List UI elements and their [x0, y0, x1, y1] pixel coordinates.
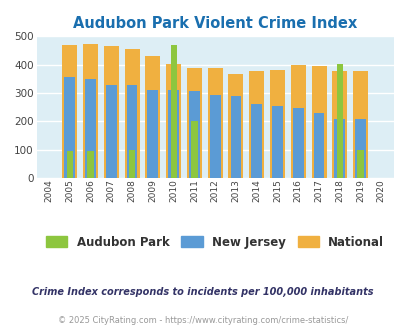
Bar — [290, 65, 305, 178]
Bar — [166, 64, 181, 178]
Bar — [170, 45, 176, 178]
Legend: Audubon Park, New Jersey, National: Audubon Park, New Jersey, National — [41, 231, 388, 253]
Bar — [292, 108, 303, 178]
Bar — [311, 66, 326, 178]
Bar — [191, 121, 197, 178]
Bar — [66, 151, 73, 178]
Bar — [228, 74, 243, 178]
Bar — [126, 85, 137, 178]
Bar — [336, 64, 342, 178]
Bar — [334, 118, 344, 178]
Bar — [249, 71, 264, 178]
Bar — [87, 151, 94, 178]
Bar — [64, 78, 75, 178]
Bar — [271, 106, 282, 178]
Bar — [209, 95, 220, 178]
Bar — [356, 150, 363, 178]
Text: Crime Index corresponds to incidents per 100,000 inhabitants: Crime Index corresponds to incidents per… — [32, 287, 373, 297]
Bar — [124, 49, 139, 178]
Bar — [106, 85, 116, 178]
Bar — [104, 46, 119, 178]
Bar — [168, 90, 179, 178]
Bar — [230, 96, 241, 178]
Bar — [251, 104, 262, 178]
Bar — [313, 113, 324, 178]
Bar — [83, 44, 98, 178]
Bar — [62, 45, 77, 178]
Bar — [354, 119, 365, 178]
Bar — [352, 71, 367, 178]
Bar — [269, 70, 284, 178]
Bar — [207, 68, 222, 178]
Bar — [129, 150, 135, 178]
Bar — [189, 91, 199, 178]
Title: Audubon Park Violent Crime Index: Audubon Park Violent Crime Index — [73, 16, 356, 31]
Bar — [147, 90, 158, 178]
Bar — [332, 71, 346, 178]
Text: © 2025 CityRating.com - https://www.cityrating.com/crime-statistics/: © 2025 CityRating.com - https://www.city… — [58, 315, 347, 325]
Bar — [186, 68, 201, 178]
Bar — [145, 55, 160, 178]
Bar — [85, 79, 96, 178]
